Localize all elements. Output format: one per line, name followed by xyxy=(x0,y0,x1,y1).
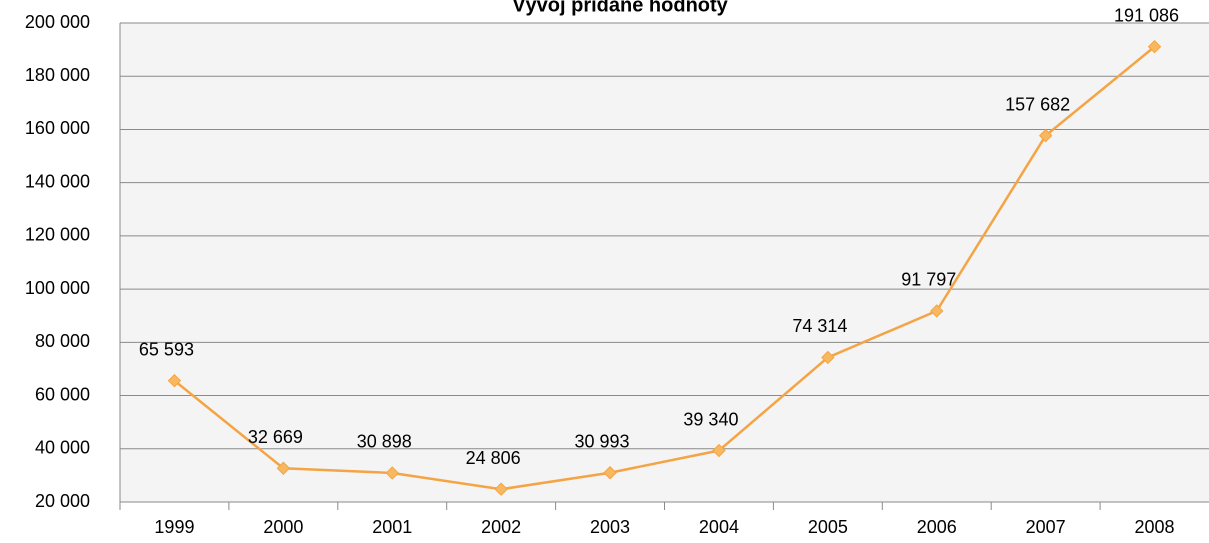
data-label: 65 593 xyxy=(139,339,194,359)
marker xyxy=(821,350,835,365)
marker xyxy=(930,304,944,318)
data-label: 30 993 xyxy=(575,431,630,451)
y-tick-label: 120 000 xyxy=(25,225,90,245)
data-label: 74 314 xyxy=(792,316,847,336)
marker xyxy=(276,461,291,475)
y-tick-label: 60 000 xyxy=(35,384,90,404)
x-tick-label: 2005 xyxy=(808,517,848,537)
marker xyxy=(385,466,399,480)
marker xyxy=(494,482,508,496)
x-tick-label: 1999 xyxy=(154,517,194,537)
data-label: 32 669 xyxy=(248,427,303,447)
data-label: 191 086 xyxy=(1114,5,1179,25)
y-tick-label: 160 000 xyxy=(25,118,90,138)
y-tick-label: 100 000 xyxy=(25,278,90,298)
y-tick-label: 20 000 xyxy=(35,491,90,511)
x-tick-label: 2002 xyxy=(481,517,521,537)
x-tick-label: 2007 xyxy=(1026,517,1066,537)
marker xyxy=(167,373,182,388)
data-label: 39 340 xyxy=(683,409,738,429)
y-tick-label: 200 000 xyxy=(25,12,90,32)
chart-title: Vývoj pridané hodnoty xyxy=(512,0,728,16)
x-tick-label: 2001 xyxy=(372,517,412,537)
y-tick-label: 40 000 xyxy=(35,438,90,458)
y-tick-label: 140 000 xyxy=(25,171,90,191)
x-tick-label: 2000 xyxy=(263,517,303,537)
line xyxy=(173,45,1156,491)
plot-area xyxy=(120,23,1209,502)
marker xyxy=(603,466,617,480)
data-label: 91 797 xyxy=(901,270,956,290)
marker xyxy=(1147,40,1162,54)
x-tick-label: 2004 xyxy=(699,517,739,537)
data-label: 157 682 xyxy=(1005,94,1070,114)
x-tick-label: 2003 xyxy=(590,517,630,537)
marker xyxy=(712,443,726,458)
data-label: 24 806 xyxy=(466,448,521,468)
y-tick-label: 80 000 xyxy=(35,331,90,351)
y-tick-label: 180 000 xyxy=(25,65,90,85)
marker xyxy=(1038,128,1053,143)
x-tick-label: 2008 xyxy=(1135,517,1175,537)
data-label: 30 898 xyxy=(357,432,412,452)
x-tick-label: 2006 xyxy=(917,517,957,537)
